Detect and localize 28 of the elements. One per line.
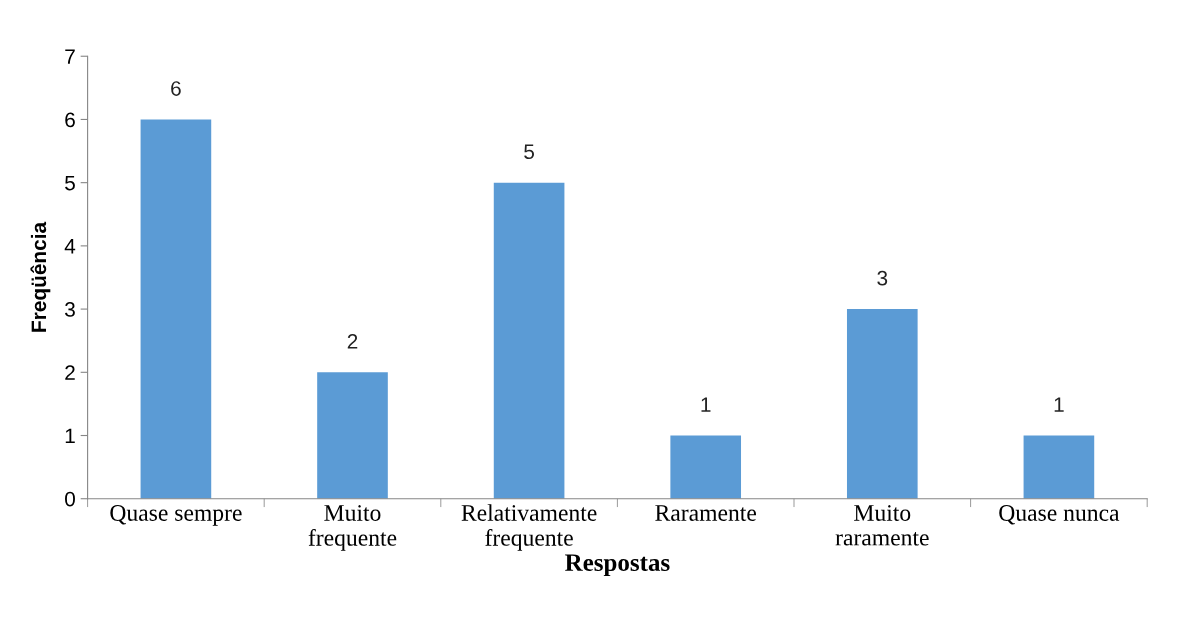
- bar: [846, 309, 918, 499]
- bar: [317, 372, 388, 499]
- data-label: 3: [877, 270, 888, 286]
- x-axis-title: Respostas: [565, 554, 670, 577]
- data-label: 1: [701, 397, 711, 412]
- y-tick-label: 4: [64, 239, 76, 254]
- x-tick-label: Quase sempre: [110, 505, 242, 526]
- data-label: 1: [1054, 397, 1064, 412]
- bar: [670, 435, 742, 499]
- y-tick-label: 5: [65, 175, 75, 191]
- data-label: 2: [347, 333, 358, 349]
- bar: [140, 119, 212, 499]
- y-tick-label: 6: [65, 112, 75, 128]
- y-axis-title: Freqüência: [30, 221, 51, 332]
- x-tick-label: Quase nunca: [999, 505, 1120, 525]
- y-tick-label: 1: [65, 428, 75, 444]
- x-tick-label: Muito raramente: [835, 505, 929, 546]
- y-tick-label: 2: [65, 365, 75, 380]
- y-tick-label: 0: [65, 491, 75, 507]
- x-tick-label: Muito frequente: [308, 505, 397, 551]
- bar: [1023, 435, 1095, 499]
- x-tick-label: Relativamente frequente: [461, 504, 597, 551]
- data-label: 5: [524, 144, 535, 160]
- x-tick-label: Raramente: [655, 505, 757, 521]
- y-tick-label: 3: [65, 302, 75, 317]
- y-tick-label: 7: [65, 49, 75, 64]
- data-label: 6: [171, 81, 181, 96]
- bar: [493, 182, 565, 499]
